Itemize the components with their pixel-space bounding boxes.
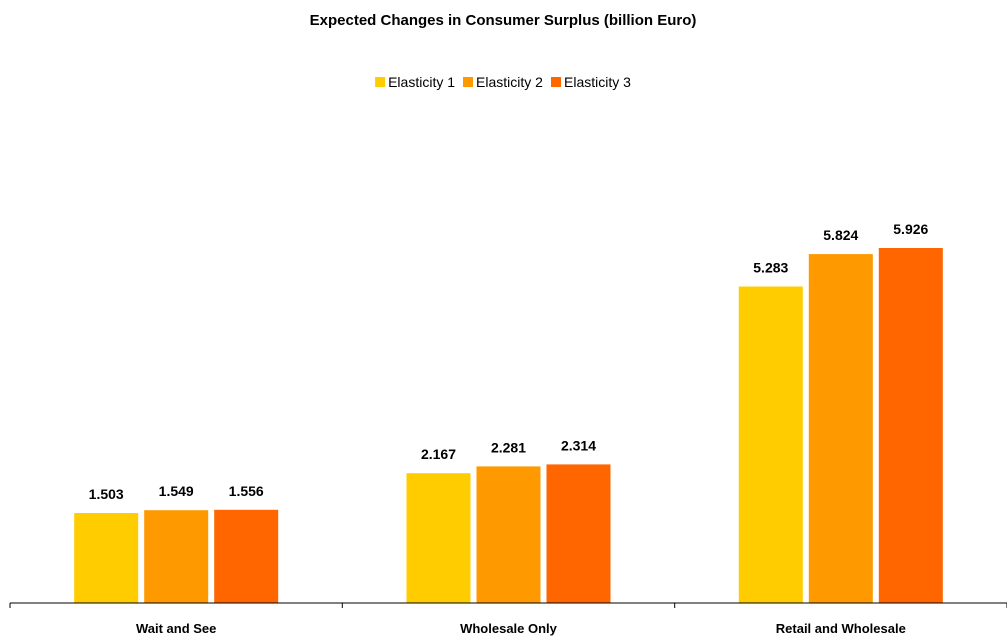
chart-title: Expected Changes in Consumer Surplus (bi… xyxy=(310,12,697,29)
legend-swatch-elasticity-3 xyxy=(551,77,561,87)
bar-retail-and-wholesale-elasticity-3 xyxy=(878,248,943,603)
value-label-wholesale-only-elasticity-3: 2.314 xyxy=(561,437,596,453)
legend: Elasticity 1 Elasticity 2 Elasticity 3 xyxy=(375,74,631,90)
x-tick-label-wholesale-only: Wholesale Only xyxy=(460,621,558,636)
bar-wholesale-only-elasticity-2 xyxy=(476,466,541,603)
bar-wait-and-see-elasticity-3 xyxy=(214,509,279,603)
legend-label-elasticity-3: Elasticity 3 xyxy=(564,74,631,90)
legend-swatch-elasticity-2 xyxy=(463,77,473,87)
value-label-wholesale-only-elasticity-1: 2.167 xyxy=(421,446,456,462)
legend-label-elasticity-1: Elasticity 1 xyxy=(388,74,455,90)
value-label-wait-and-see-elasticity-3: 1.556 xyxy=(229,483,264,499)
bar-wholesale-only-elasticity-1 xyxy=(406,473,471,603)
value-label-wholesale-only-elasticity-2: 2.281 xyxy=(491,439,526,455)
bars-group xyxy=(74,248,943,603)
value-label-wait-and-see-elasticity-2: 1.549 xyxy=(159,483,194,499)
legend-item-elasticity-2: Elasticity 2 xyxy=(463,74,543,90)
legend-label-elasticity-2: Elasticity 2 xyxy=(476,74,543,90)
value-label-retail-and-wholesale-elasticity-3: 5.926 xyxy=(893,221,928,237)
x-tick-label-retail-and-wholesale: Retail and Wholesale xyxy=(776,621,906,636)
value-labels-group: 1.503 1.549 1.556 2.167 2.281 2.314 5.283 5.824… xyxy=(89,221,929,502)
legend-item-elasticity-3: Elasticity 3 xyxy=(551,74,631,90)
value-label-retail-and-wholesale-elasticity-1: 5.283 xyxy=(753,260,788,276)
x-tick-label-wait-and-see: Wait and See xyxy=(136,621,216,636)
legend-swatch-elasticity-1 xyxy=(375,77,386,87)
bar-wholesale-only-elasticity-3 xyxy=(546,464,611,603)
bar-retail-and-wholesale-elasticity-2 xyxy=(808,254,873,603)
bar-wait-and-see-elasticity-1 xyxy=(74,513,139,603)
value-label-retail-and-wholesale-elasticity-2: 5.824 xyxy=(823,227,858,243)
value-label-wait-and-see-elasticity-1: 1.503 xyxy=(89,486,124,502)
bar-retail-and-wholesale-elasticity-1 xyxy=(738,286,803,603)
x-axis: Wait and See Wholesale Only Retail and Who… xyxy=(9,602,1007,636)
bar-wait-and-see-elasticity-2 xyxy=(144,510,209,603)
legend-item-elasticity-1: Elasticity 1 xyxy=(375,74,455,90)
